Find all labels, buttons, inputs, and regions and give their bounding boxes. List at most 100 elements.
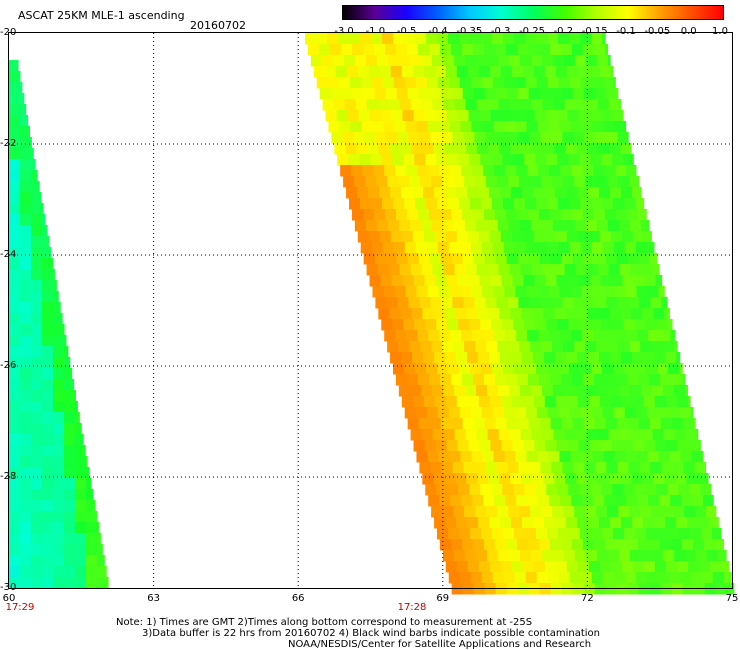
swath-cell	[571, 330, 583, 342]
swath-cell	[643, 352, 655, 364]
swath-cell	[659, 374, 672, 386]
swath-cell	[574, 341, 586, 353]
swath-cell	[461, 374, 474, 386]
swath-cell	[360, 198, 372, 210]
swath-cell	[462, 88, 475, 100]
swath-cell	[574, 506, 586, 518]
swath-cell	[460, 121, 472, 133]
swath-cell	[484, 253, 497, 265]
swath-cell	[393, 242, 406, 254]
swath-cell	[580, 528, 592, 540]
swath-cell	[425, 154, 437, 166]
swath-cell	[507, 132, 519, 144]
swath-cell	[472, 374, 485, 386]
swath-cell	[629, 176, 639, 188]
swath-cell	[344, 99, 357, 111]
swath-cell	[607, 220, 620, 232]
swath-cell	[492, 407, 505, 419]
swath-cell	[75, 489, 87, 501]
swath-cell	[461, 165, 473, 177]
swath-cell	[450, 374, 463, 386]
swath-cell	[20, 577, 32, 589]
swath-cell	[709, 517, 719, 529]
swath-cell	[626, 374, 639, 386]
swath-cell	[461, 495, 473, 507]
note-line-1: Note: 1) Times are GMT 2)Times along bot…	[116, 617, 533, 628]
swath-cell	[599, 231, 612, 243]
swath-cell	[450, 539, 463, 551]
swath-cell	[42, 467, 54, 479]
swath-cell	[545, 275, 558, 287]
swath-cell	[426, 77, 439, 89]
swath-cell	[9, 170, 21, 182]
swath-cell	[536, 33, 548, 45]
swath-cell	[527, 330, 539, 342]
swath-cell	[492, 242, 505, 254]
swath-cell	[668, 407, 681, 419]
swath-cell	[399, 99, 412, 111]
swath-cell	[698, 561, 711, 573]
swath-cell	[20, 357, 32, 369]
swath-cell	[701, 572, 714, 584]
swath-cell	[624, 242, 637, 254]
swath-cell	[86, 467, 90, 479]
swath-cell	[406, 44, 419, 56]
swath-cell	[42, 544, 54, 556]
swath-cell	[653, 308, 665, 320]
swath-cell	[494, 374, 507, 386]
swath-cell	[31, 181, 40, 193]
swath-cell	[585, 385, 598, 397]
swath-cell	[603, 121, 615, 133]
swath-cell	[473, 418, 486, 430]
swath-cell	[640, 550, 653, 562]
swath-cell	[469, 319, 481, 331]
swath-cell	[639, 297, 651, 309]
swath-cell	[483, 330, 495, 342]
swath-cell	[402, 275, 415, 287]
swath-cell	[582, 209, 595, 221]
swath-cell	[508, 220, 521, 232]
swath-cell	[42, 302, 54, 314]
swath-cell	[475, 220, 488, 232]
swath-cell	[333, 99, 346, 111]
colorbar	[342, 5, 724, 20]
swath-cell	[513, 319, 525, 331]
swath-cell	[429, 253, 442, 265]
swath-cell	[486, 341, 498, 353]
swath-cell	[648, 495, 660, 507]
swath-cell	[496, 132, 508, 144]
swath-cell	[621, 187, 633, 199]
swath-cell	[592, 451, 604, 463]
swath-cell	[541, 220, 554, 232]
swath-cell	[561, 88, 574, 100]
swath-cell	[481, 407, 494, 419]
swath-cell	[389, 143, 401, 155]
swath-cell	[9, 533, 21, 545]
swath-cell	[31, 214, 43, 226]
swath-cell	[453, 55, 466, 67]
swath-cell	[487, 429, 500, 441]
swath-cell	[20, 390, 32, 402]
swath-cell	[381, 319, 393, 331]
swath-cell	[613, 528, 625, 540]
swath-cell	[539, 253, 552, 265]
swath-cell	[540, 462, 552, 474]
swath-cell	[505, 539, 518, 551]
swath-cell	[494, 44, 507, 56]
swath-cell	[467, 66, 480, 78]
swath-cell	[626, 209, 639, 221]
swath-cell	[640, 506, 652, 518]
swath-cell	[20, 236, 32, 248]
swath-cell	[581, 121, 593, 133]
swath-cell	[632, 187, 642, 199]
swath-cell	[387, 341, 399, 353]
swath-cell	[588, 231, 601, 243]
swath-cell	[401, 352, 413, 364]
swath-cell	[585, 506, 597, 518]
swath-cell	[596, 176, 608, 188]
swath-cell	[374, 88, 387, 100]
swath-cell	[697, 473, 709, 485]
swath-cell	[549, 495, 561, 507]
swath-cell	[596, 55, 609, 67]
swath-cell	[31, 346, 43, 358]
